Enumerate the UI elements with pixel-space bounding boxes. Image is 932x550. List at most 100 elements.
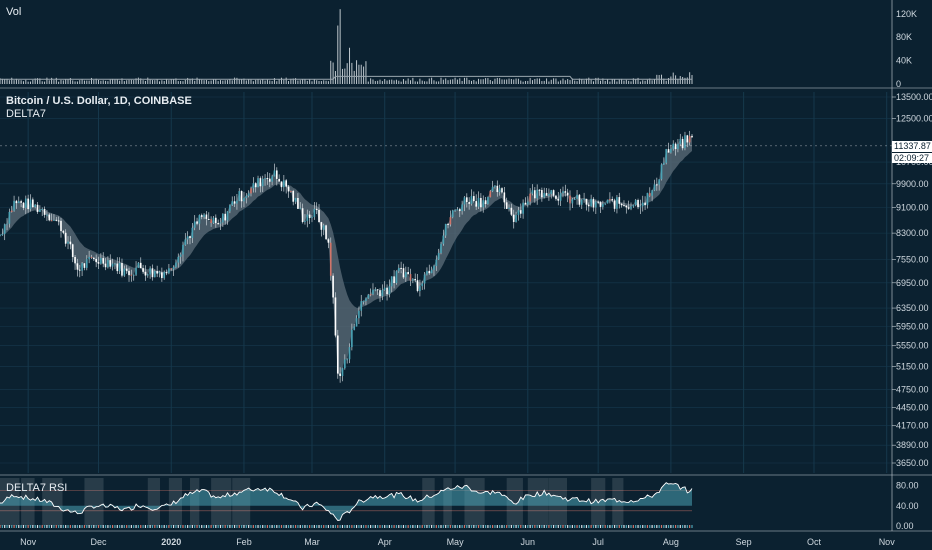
volume-bar [255,79,257,84]
rsi-signal-tick [381,525,383,528]
volume-bar [604,81,606,84]
volume-bar [510,78,512,84]
rsi-signal-tick [407,525,409,528]
candle-body [559,193,562,201]
candle-body [53,219,55,221]
candle-body [231,201,234,206]
volume-bar [414,81,416,84]
volume-bar [60,79,62,84]
rsi-signal-tick [602,525,604,528]
candle-body [6,223,8,225]
rsi-signal-tick [348,525,351,528]
rsi-signal-tick [663,525,665,528]
volume-bar [677,78,679,84]
rsi-signal-tick [318,525,320,528]
rsi-signal-tick [377,525,379,528]
rsi-signal-tick [569,525,571,528]
rsi-signal-tick [487,525,489,528]
candle-body [505,202,508,209]
candle-body [34,204,37,208]
rsi-signal-tick [501,525,503,528]
volume-bar [22,81,24,84]
volume-bar [400,81,402,84]
candle-body [428,270,431,274]
candle-body [456,209,459,211]
volume-bar [602,78,604,84]
rsi-signal-tick [191,525,193,528]
volume-bar [180,80,182,84]
candle-body [501,188,503,193]
volume-bar [581,79,583,84]
volume-bar [485,78,487,84]
rsi-signal-tick [423,525,426,528]
volume-bar [426,81,428,84]
candle-body [285,180,288,187]
volume-bar [299,80,301,84]
rsi-area [0,482,692,521]
rsi-signal-tick [503,525,505,528]
rsi-signal-tick [522,525,524,528]
rsi-signal-tick [0,525,1,528]
rsi-signal-tick [154,525,156,528]
rsi-signal-tick [452,525,454,528]
rsi-signal-tick [55,525,57,528]
volume-bar [198,79,200,84]
candle-body [372,289,374,295]
rsi-signal-tick [564,525,566,528]
rsi-signal-tick [679,525,681,528]
candle-body [114,263,116,265]
volume-bar [461,80,463,84]
candle-body [639,206,642,208]
rsi-signal-tick [670,525,672,528]
rsi-signal-tick [130,525,132,528]
candle-body [679,138,682,144]
rsi-signal-tick [187,525,189,528]
volume-bar [248,79,250,84]
volume-bar [196,77,198,84]
candle-body [613,200,616,209]
rsi-signal-tick [93,525,95,528]
candle-body [97,262,100,264]
price-tick-label: 9100.00 [896,202,929,212]
price-indicator-label: DELTA7 [6,108,46,120]
volume-bar [363,66,365,84]
volume-bar [536,78,538,84]
candle-body [461,204,463,212]
candle-body [22,202,25,208]
volume-bar [205,79,207,84]
candle-body [71,244,74,257]
rsi-signal-tick [416,525,419,528]
rsi-signal-tick [426,525,428,528]
rsi-signal-tick [97,525,100,528]
candle-body [355,318,358,327]
candle-body [463,197,466,205]
rsi-signal-tick [440,525,442,528]
candle-body [104,263,107,268]
rsi-signal-tick [1,525,3,528]
candle-body [297,197,299,209]
rsi-signal-tick [172,525,175,528]
rsi-signal-tick [578,525,581,528]
volume-bar [679,76,681,84]
rsi-signal-tick [456,525,459,528]
candle-body [625,205,628,208]
volume-bar [316,80,318,84]
volume-bar [208,81,210,84]
price-tick-label: 7550.00 [896,255,929,265]
candle-body [470,196,473,204]
price-tick-label: 4170.00 [896,421,929,431]
x-tick-label: Sep [736,537,752,547]
volume-bar [159,81,161,84]
candle-body [146,274,149,276]
rsi-signal-tick [231,525,233,528]
volume-bar [583,80,585,84]
volume-bar [69,78,71,84]
volume-bar [663,78,665,84]
volume-bar [288,81,290,84]
volume-bar [210,80,212,84]
candle-body [165,272,168,274]
volume-bar [567,79,569,84]
rsi-signal-tick [677,525,679,528]
rsi-signal-tick [128,525,130,528]
rsi-signal-tick [259,525,261,528]
